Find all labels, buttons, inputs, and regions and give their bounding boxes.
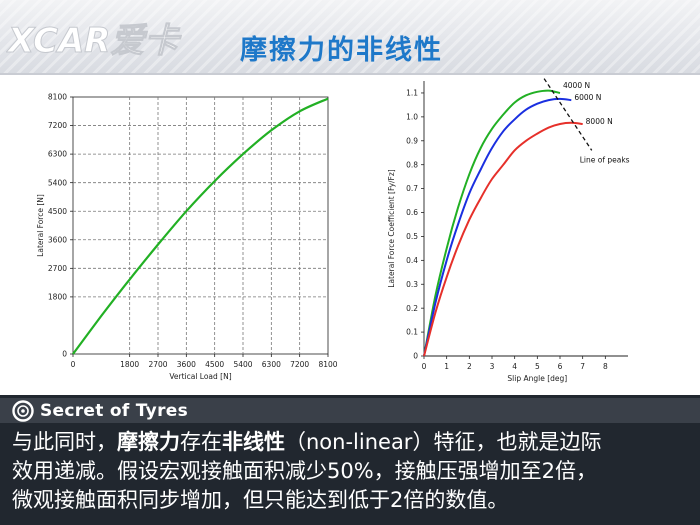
caption-line-3: 微观接触面积同步增加，但只能达到低于2倍的数值。 <box>12 488 509 512</box>
chart1-ytick-label: 3600 <box>48 235 67 244</box>
caption-term-nonlinear: 非线性 <box>222 430 285 454</box>
chart2-xtick-label: 6 <box>558 362 563 371</box>
chart1-ylabel: Lateral Force [N] <box>36 194 45 257</box>
chart2-xtick-label: 3 <box>490 362 495 371</box>
chart1-xtick-label: 5400 <box>233 360 252 369</box>
caption-line-1: 与此同时，摩擦力存在非线性（non-linear）特征，也就是边际 <box>12 428 694 457</box>
chart1-ytick-label: 8100 <box>48 93 67 102</box>
caption-term-friction: 摩擦力 <box>117 430 180 454</box>
chart2-xtick-label: 8 <box>603 362 608 371</box>
chart2-xlabel: Slip Angle [deg] <box>507 374 567 383</box>
chart2-ytick-label: 0.8 <box>406 160 418 169</box>
chart2-xtick-label: 0 <box>422 362 427 371</box>
chart1-xtick-label: 7200 <box>290 360 309 369</box>
caption-line-1-a: 与此同时， <box>12 430 117 454</box>
chart2-series-label: 8000 N <box>586 117 613 126</box>
chart2-xtick-label: 4 <box>512 362 517 371</box>
chart2-series-label: 6000 N <box>574 93 601 102</box>
chart2-ytick-label: 0.1 <box>406 328 418 337</box>
chart1-ytick-label: 7200 <box>48 121 67 130</box>
chart2-ytick-label: 0.9 <box>406 136 418 145</box>
chart1-xtick-label: 0 <box>71 360 76 369</box>
chart1-xtick-label: 4500 <box>205 360 224 369</box>
brand-label: Secret of Tyres <box>12 398 188 423</box>
chart-force-coefficient: 0 1 2 3 4 5 6 7 8 0 0.1 0.2 0.3 0.4 0.5 0.6 0.7 0.8 0.9 1.0… <box>387 78 630 383</box>
brand-text: Secret of Tyres <box>40 400 188 421</box>
chart1-xtick-label: 1800 <box>120 360 139 369</box>
chart2-ytick-label: 0.6 <box>406 208 418 217</box>
chart2-xtick-label: 7 <box>580 362 585 371</box>
chart1-ytick-label: 1800 <box>48 292 67 301</box>
caption-text: 与此同时，摩擦力存在非线性（non-linear）特征，也就是边际 效用递减。假… <box>12 428 694 515</box>
charts-area: 0 1800 2700 3600 4500 5400 6300 7200 81000180027… <box>36 78 630 383</box>
page-title: 摩擦力的非线性 <box>240 35 443 66</box>
caption-line-1-c: 存在 <box>180 430 222 454</box>
chart2-ytick-label: 0.5 <box>406 232 418 241</box>
chart2-ytick-label: 0.3 <box>406 280 418 289</box>
chart1-plot-area <box>72 96 329 355</box>
brand-strip <box>0 398 700 423</box>
chart2-ylabel: Lateral Force Coefficient [Fy/Fz] <box>387 169 396 288</box>
chart1-xtick-label: 6300 <box>262 360 281 369</box>
chart1-ytick-label: 0 <box>62 350 67 359</box>
chart2-ytick-label: 1.1 <box>406 89 418 98</box>
chart2-peaks-label: Line of peaks <box>580 155 630 164</box>
svg-text:XCAR爱卡: XCAR爱卡 <box>6 21 181 60</box>
chart1-xlabel: Vertical Load [N] <box>169 372 231 381</box>
chart2-ytick-label: 0.4 <box>406 256 418 265</box>
chart2-xtick-label: 5 <box>535 362 540 371</box>
chart2-ytick-label: 0.7 <box>406 184 418 193</box>
chart2-xtick-label: 2 <box>467 362 472 371</box>
chart2-series-line <box>423 97 572 357</box>
chart1-xtick-label: 8100 <box>318 360 337 369</box>
chart-lateral-force: 0 1800 2700 3600 4500 5400 6300 7200 8100 0 1800 27… <box>36 93 338 381</box>
chart1-ytick-label: 4500 <box>48 207 67 216</box>
chart1-ytick-label: 6300 <box>48 150 67 159</box>
chart2-series-line <box>423 89 561 357</box>
chart2-ytick-label: 0 <box>413 352 418 361</box>
chart2-series-line <box>423 121 583 357</box>
header-pattern <box>0 0 700 74</box>
tyre-icon <box>12 399 34 422</box>
chart2-series-label: 4000 N <box>563 81 590 90</box>
chart2-ytick-label: 1.0 <box>406 112 418 121</box>
chart1-ytick-label: 2700 <box>48 264 67 273</box>
chart2-peaks-line <box>543 78 593 151</box>
title-divider <box>0 73 700 75</box>
caption-line-1-e: （non-linear）特征，也就是边际 <box>285 430 602 454</box>
chart1-series-line <box>72 97 329 355</box>
chart1-xtick-label: 2700 <box>148 360 167 369</box>
chart1-xtick-label: 3600 <box>177 360 196 369</box>
caption-line-2: 效用递减。假设宏观接触面积减少50%，接触压强增加至2倍， <box>12 459 598 483</box>
chart1-ytick-label: 5400 <box>48 178 67 187</box>
header-bar: XCAR爱卡 摩擦力的非线性 <box>0 0 700 74</box>
chart2-xtick-label: 1 <box>444 362 449 371</box>
chart2-ytick-label: 0.2 <box>406 304 418 313</box>
xcar-logo: XCAR爱卡 <box>6 21 182 61</box>
